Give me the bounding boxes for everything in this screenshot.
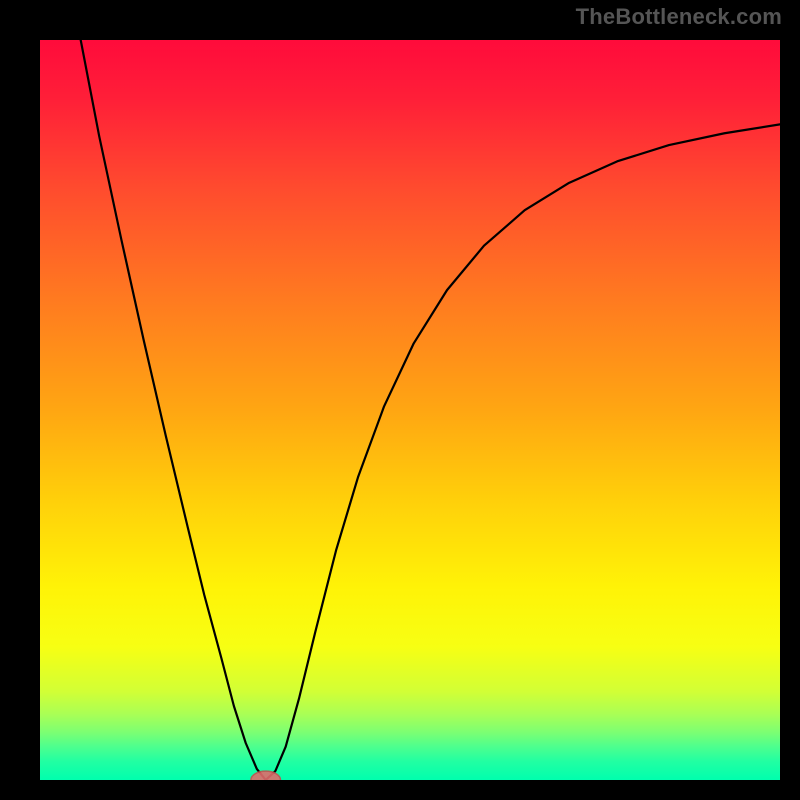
chart-svg <box>40 40 780 780</box>
gradient-background <box>40 40 780 780</box>
watermark-text: TheBottleneck.com <box>576 4 782 30</box>
plot-area <box>40 40 780 780</box>
chart-frame: TheBottleneck.com <box>0 0 800 800</box>
